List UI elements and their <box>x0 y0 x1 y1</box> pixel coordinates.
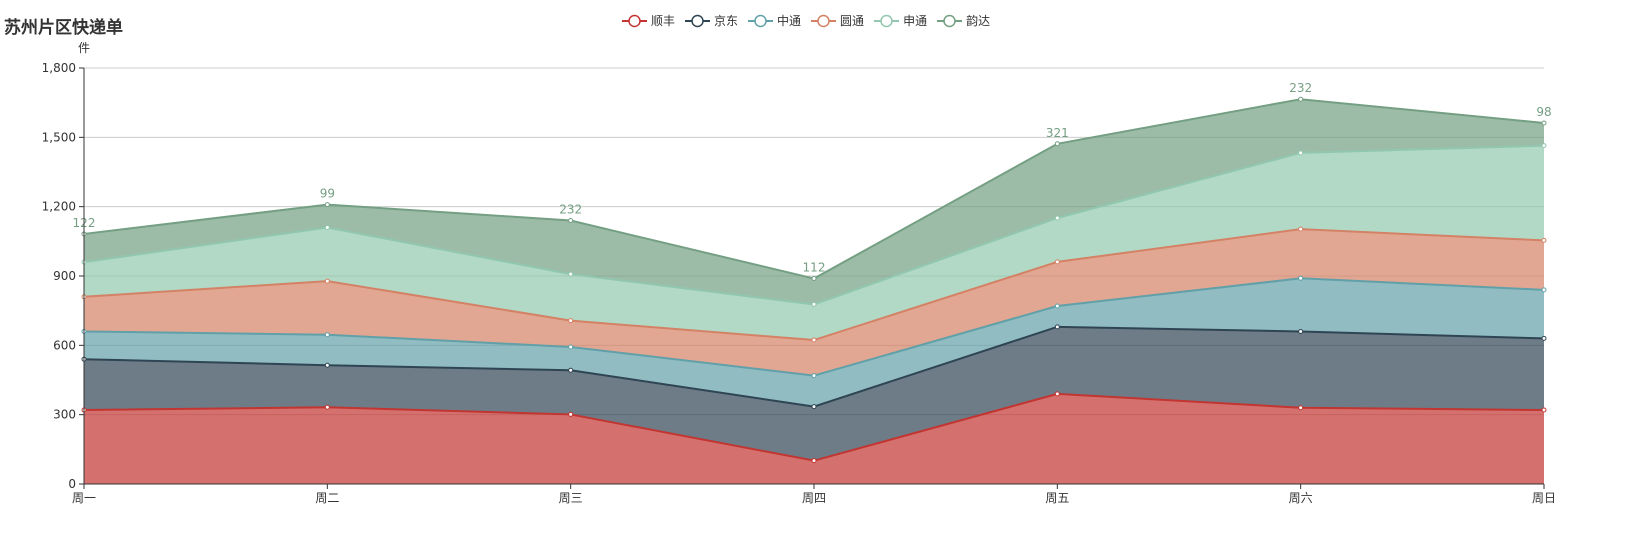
data-point <box>324 202 330 208</box>
legend-item[interactable]: 中通 <box>748 12 801 29</box>
y-tick-label: 1,200 <box>42 200 76 214</box>
data-point <box>1298 150 1304 156</box>
y-tick-label: 1,800 <box>42 61 76 75</box>
y-tick-label: 900 <box>53 269 76 283</box>
y-axis-label: 件 <box>78 41 90 55</box>
legend-label: 中通 <box>777 14 802 28</box>
data-point <box>811 276 817 282</box>
area-圆通 <box>84 229 1544 376</box>
x-tick-label: 周一 <box>72 491 96 505</box>
data-point <box>568 411 574 417</box>
y-tick-label: 0 <box>68 477 76 491</box>
data-point <box>568 367 574 373</box>
data-point <box>1054 303 1060 309</box>
legend-circle-icon <box>622 14 647 27</box>
data-point <box>1298 96 1304 102</box>
x-tick-label: 周三 <box>559 491 583 505</box>
data-label: 321 <box>1046 126 1069 140</box>
legend-label: 顺丰 <box>651 14 676 28</box>
data-point <box>1054 391 1060 397</box>
data-point <box>1541 407 1547 413</box>
y-tick-label: 300 <box>53 408 76 422</box>
data-point <box>1298 226 1304 232</box>
data-point <box>1541 287 1547 293</box>
area-韵达 <box>84 99 1544 305</box>
data-point <box>811 373 817 379</box>
data-point <box>324 278 330 284</box>
data-point <box>1541 237 1547 243</box>
legend-circle-icon <box>685 14 711 27</box>
data-point <box>324 332 330 338</box>
data-point <box>811 404 817 410</box>
data-point <box>1054 324 1060 330</box>
legend-circle-icon <box>937 14 963 27</box>
data-label: 99 <box>320 187 335 201</box>
legend-item[interactable]: 申通 <box>874 12 927 29</box>
area-中通 <box>84 278 1544 407</box>
data-point <box>1054 259 1060 265</box>
legend-label: 京东 <box>714 14 739 28</box>
legend-label: 圆通 <box>840 14 865 28</box>
data-point <box>324 224 330 230</box>
area-顺丰 <box>84 393 1544 484</box>
legend-item[interactable]: 京东 <box>685 12 738 29</box>
data-point <box>1298 275 1304 281</box>
data-label: 112 <box>803 261 826 275</box>
data-point <box>811 301 817 307</box>
legend-label: 韵达 <box>966 14 991 28</box>
data-label: 232 <box>559 203 582 217</box>
legend-circle-icon <box>748 14 774 27</box>
legend: 顺丰 京东 中通 圆通 申通 韵达 <box>622 12 990 29</box>
data-point <box>1298 405 1304 411</box>
area-申通 <box>84 145 1544 341</box>
y-tick-label: 600 <box>53 338 76 352</box>
x-tick-label: 周二 <box>315 491 339 505</box>
data-point <box>324 404 330 410</box>
data-point <box>1054 141 1060 147</box>
legend-circle-icon <box>811 14 837 27</box>
x-tick-label: 周六 <box>1289 491 1313 505</box>
data-point <box>811 337 817 343</box>
legend-label: 申通 <box>903 14 928 28</box>
data-point <box>1541 143 1547 149</box>
data-point <box>568 318 574 324</box>
legend-item[interactable]: 韵达 <box>937 12 990 29</box>
data-point <box>1298 328 1304 334</box>
legend-item[interactable]: 圆通 <box>811 12 864 29</box>
x-tick-label: 周五 <box>1045 491 1069 505</box>
data-point <box>1541 120 1547 126</box>
x-tick-label: 周四 <box>802 491 826 505</box>
data-label: 98 <box>1536 105 1551 119</box>
data-point <box>1054 215 1060 221</box>
data-point <box>1541 335 1547 341</box>
data-point <box>811 458 817 464</box>
data-point <box>568 271 574 277</box>
data-point <box>568 218 574 224</box>
legend-circle-icon <box>874 14 900 27</box>
legend-item[interactable]: 顺丰 <box>622 12 675 29</box>
data-point <box>568 344 574 350</box>
area-京东 <box>84 326 1544 461</box>
chart-title: 苏州片区快递单 <box>4 18 123 38</box>
data-label: 232 <box>1289 81 1312 95</box>
x-tick-label: 周日 <box>1532 491 1556 505</box>
y-tick-label: 1,500 <box>42 130 76 144</box>
data-point <box>324 362 330 368</box>
